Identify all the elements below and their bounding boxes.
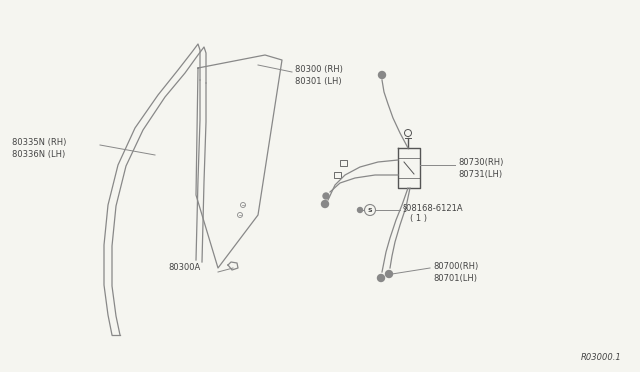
Text: 80731(LH): 80731(LH) <box>458 170 502 179</box>
Circle shape <box>378 71 385 78</box>
Text: 80700(RH): 80700(RH) <box>433 262 478 271</box>
Text: 80301 (LH): 80301 (LH) <box>295 77 342 86</box>
Circle shape <box>385 270 392 278</box>
Bar <box>340 160 348 166</box>
Circle shape <box>321 201 328 208</box>
Text: 80300 (RH): 80300 (RH) <box>295 65 343 74</box>
Text: 80730(RH): 80730(RH) <box>458 158 504 167</box>
Text: 80701(LH): 80701(LH) <box>433 274 477 283</box>
Text: 80335N (RH): 80335N (RH) <box>12 138 67 147</box>
Circle shape <box>378 275 385 282</box>
Text: 80300A: 80300A <box>168 263 200 272</box>
Text: §08168-6121A: §08168-6121A <box>403 203 463 212</box>
Text: S: S <box>368 208 372 212</box>
Circle shape <box>358 208 362 212</box>
Text: R03000.1: R03000.1 <box>581 353 622 362</box>
Text: 80336N (LH): 80336N (LH) <box>12 150 65 159</box>
Text: ( 1 ): ( 1 ) <box>410 214 427 223</box>
Bar <box>335 172 342 178</box>
Circle shape <box>323 193 329 199</box>
